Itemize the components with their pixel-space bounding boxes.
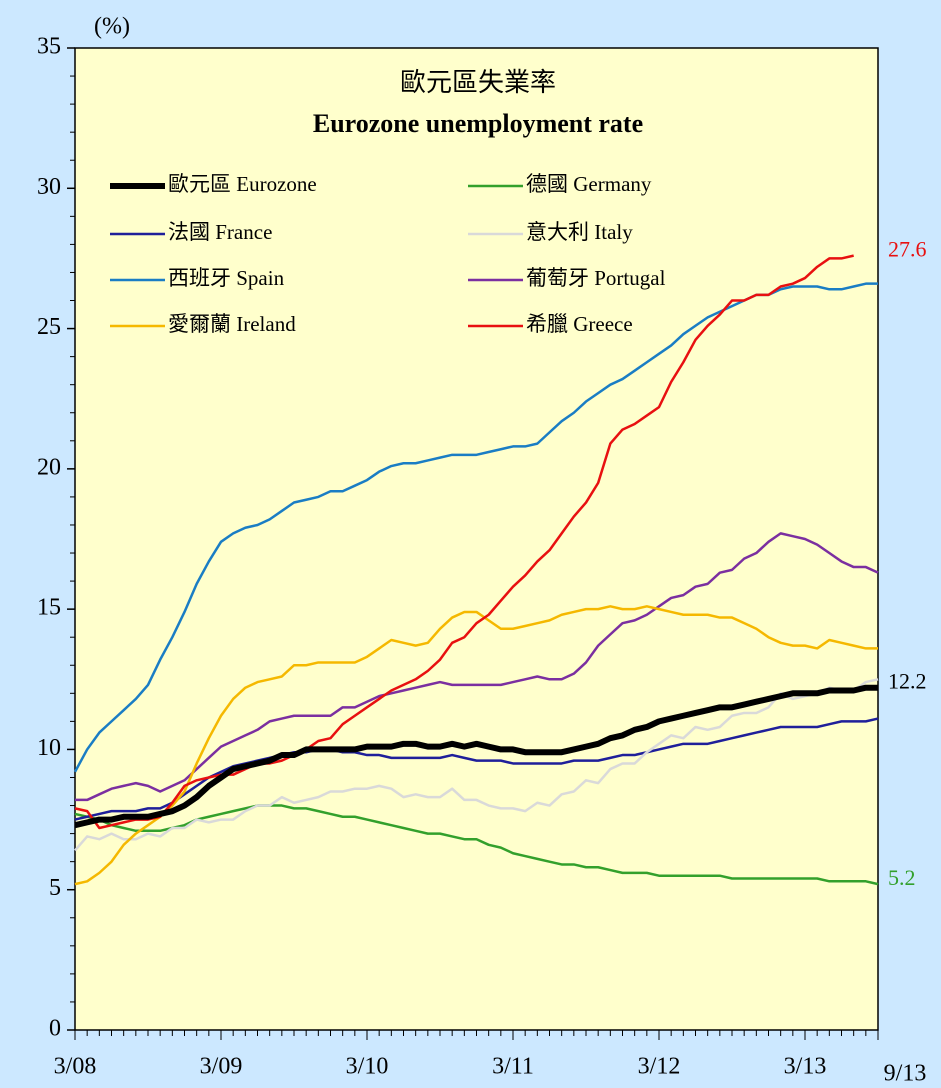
- series-line: [74, 605, 878, 886]
- series-line: [74, 254, 854, 830]
- legend-label: 意大利 Italy: [526, 220, 633, 244]
- y-axis-label: (%): [94, 14, 130, 40]
- y-tick-label: 15: [37, 595, 61, 621]
- y-tick-label: 25: [37, 314, 61, 340]
- y-tick-label: 35: [37, 34, 61, 60]
- annotation: 5.2: [888, 865, 916, 890]
- y-tick-label: 0: [49, 1016, 61, 1042]
- y-tick-label: 5: [49, 875, 61, 901]
- x-tick-label: 3/12: [638, 1054, 681, 1080]
- legend-label: 德國 Germany: [526, 172, 652, 196]
- x-tick-label: 3/10: [346, 1054, 389, 1080]
- legend-label: 西班牙 Spain: [168, 266, 285, 290]
- chart-title: 歐元區失業率: [400, 68, 556, 97]
- legend-label: 葡萄牙 Portugal: [526, 266, 666, 290]
- legend-label: 愛爾蘭 Ireland: [168, 312, 296, 336]
- x-tick-label: 9/13: [884, 1061, 927, 1087]
- series-line: [75, 532, 879, 802]
- legend-label: 希臘 Greece: [526, 312, 633, 336]
- chart-subtitle: Eurozone unemployment rate: [313, 109, 643, 138]
- legend-label: 法國 France: [168, 220, 272, 244]
- series-line: [74, 684, 878, 829]
- legend-label: 歐元區 Eurozone: [168, 172, 317, 196]
- x-tick-label: 3/09: [200, 1054, 243, 1080]
- x-tick-label: 3/08: [54, 1054, 97, 1080]
- series-line: [74, 678, 879, 852]
- annotation: 12.2: [888, 669, 927, 694]
- plot-area: [74, 47, 879, 1031]
- y-tick-label: 20: [37, 454, 61, 480]
- y-tick-label: 10: [37, 735, 61, 761]
- annotation: 27.6: [888, 237, 927, 262]
- y-tick-label: 30: [37, 174, 61, 200]
- x-tick-label: 3/11: [492, 1054, 534, 1080]
- x-tick-label: 3/13: [784, 1054, 827, 1080]
- series-line: [74, 804, 879, 886]
